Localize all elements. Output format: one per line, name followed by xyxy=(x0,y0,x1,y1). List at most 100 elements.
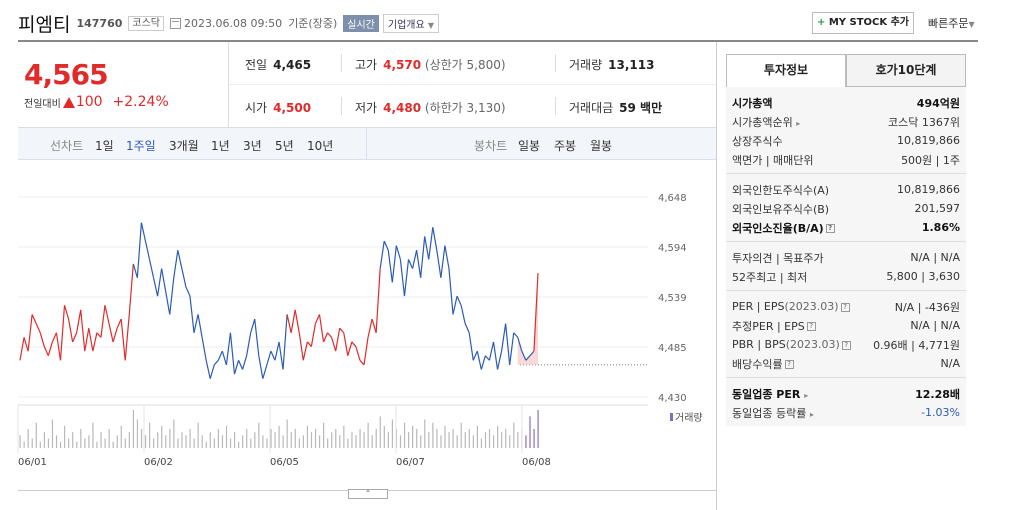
calendar-icon xyxy=(170,17,181,29)
sector-change-label: 동일업종 등락률 xyxy=(732,406,807,420)
volume-bar xyxy=(314,429,317,448)
help-icon[interactable]: ? xyxy=(840,302,850,312)
price-segment xyxy=(411,250,418,269)
amount-label: 거래대금 xyxy=(569,101,614,115)
volume-bar xyxy=(27,429,29,448)
chevron-right-icon: ▸ xyxy=(796,118,801,128)
volume-bar xyxy=(55,435,58,448)
market-badge: 코스닥 xyxy=(128,15,164,31)
price-segment xyxy=(169,277,175,315)
period-5y[interactable]: 5년 xyxy=(275,139,294,153)
volume-bar xyxy=(339,435,341,448)
help-icon[interactable]: ? xyxy=(806,322,816,331)
tab-orderbook[interactable]: 호가10단계 xyxy=(846,54,966,87)
change-label: 전일대비 xyxy=(24,98,61,110)
add-mystock-button[interactable]: + MY STOCK 추가 xyxy=(812,12,914,34)
price-segment xyxy=(201,337,207,361)
volume-bar xyxy=(448,432,450,448)
volume-bar xyxy=(274,432,276,448)
amount-value: 59 백만 xyxy=(619,101,663,115)
plus-icon: + xyxy=(816,17,826,28)
change-percent: +2.24% xyxy=(112,94,169,110)
period-10y[interactable]: 10년 xyxy=(307,139,334,153)
volume-bar xyxy=(258,422,260,448)
per-label: PER | EPS xyxy=(732,300,785,313)
sector-change-value: -1.03% xyxy=(921,406,960,419)
price-segment xyxy=(209,364,215,379)
period-3m[interactable]: 3개월 xyxy=(169,139,199,153)
sector-per-link[interactable]: 동일업종 PER ▸ xyxy=(732,386,808,402)
div-label: 배당수익률 xyxy=(732,357,783,371)
sector-change-link[interactable]: 동일업종 등락률 ▸ xyxy=(732,405,814,421)
volume-bar xyxy=(403,422,406,448)
panel-divider xyxy=(716,42,717,510)
volume-bar xyxy=(509,435,511,448)
volume-bar xyxy=(278,425,280,448)
volume-bar xyxy=(92,422,94,448)
price-change: 전일대비 100 +2.24% xyxy=(24,94,169,110)
volume-bar xyxy=(96,441,98,448)
tab-investment-info[interactable]: 투자정보 xyxy=(726,54,846,87)
volume-bar xyxy=(306,425,309,448)
price-segment xyxy=(55,332,62,361)
price-segment xyxy=(51,332,57,343)
price-segment xyxy=(294,309,300,333)
volume-bar xyxy=(169,429,171,448)
candle-daily[interactable]: 일봉 xyxy=(518,139,541,153)
volume-bar xyxy=(136,419,139,448)
period-1d[interactable]: 1일 xyxy=(95,139,114,153)
price-segment xyxy=(492,341,499,370)
volume-bar xyxy=(363,432,365,448)
opinion-label: 투자의견 | 목표주가 xyxy=(732,251,824,265)
volume-bar xyxy=(472,435,474,448)
y-tick-label: 4,594 xyxy=(658,243,687,254)
volume-label: 거래량 xyxy=(569,58,603,72)
price-segment xyxy=(456,295,462,306)
volume-bar xyxy=(173,419,175,448)
par-value: 500원 | 1주 xyxy=(901,153,960,167)
volume-bar xyxy=(197,422,199,448)
eper-label: 추정PER | EPS xyxy=(732,319,805,333)
candle-monthly[interactable]: 월봉 xyxy=(590,139,613,153)
market-cap-rank-label[interactable]: 시가총액순위 ▸ xyxy=(732,114,800,130)
y-tick-label: 4,539 xyxy=(658,293,687,304)
help-icon[interactable]: ? xyxy=(841,340,851,350)
help-icon[interactable]: ? xyxy=(784,360,794,369)
volume-bar xyxy=(262,435,264,448)
volume-bar xyxy=(120,425,122,448)
period-1y[interactable]: 1년 xyxy=(211,139,230,153)
price-segment xyxy=(444,245,450,269)
price-segment xyxy=(452,295,458,315)
collapse-chart-button[interactable]: ⌃ xyxy=(348,489,388,499)
foreign-hold-value: 201,597 xyxy=(914,202,961,215)
price-segment xyxy=(225,332,232,365)
volume-bar xyxy=(318,435,321,448)
company-info-dropdown[interactable]: 기업개요 ▼ xyxy=(382,13,440,33)
period-1w[interactable]: 1주일 xyxy=(126,139,156,153)
divider xyxy=(555,97,556,115)
volume-bar xyxy=(217,429,219,448)
volume-bar xyxy=(181,432,183,448)
foreign-ratio-value: 1.86% xyxy=(921,221,960,234)
help-icon[interactable]: ? xyxy=(825,224,835,233)
price-segment xyxy=(335,328,341,352)
period-3y[interactable]: 3년 xyxy=(243,139,262,153)
volume-bar xyxy=(408,432,410,448)
open-label: 시가 xyxy=(245,101,268,115)
quick-order-dropdown[interactable]: 빠른주문▼ xyxy=(928,15,975,31)
market-cap-value: 494억원 xyxy=(916,96,960,110)
realtime-button[interactable]: 실시간 xyxy=(343,14,379,32)
price-segment xyxy=(19,337,25,361)
volume-bar xyxy=(149,422,151,448)
volume-bar xyxy=(84,438,86,448)
divider xyxy=(341,97,342,115)
price-summary: 4,565 전일대비 100 +2.24% xyxy=(18,42,228,128)
volume-bar xyxy=(31,438,33,448)
volume-bar xyxy=(23,441,25,448)
price-chart[interactable]: 4,648 4,594 4,539 4,485 4,430 거래량 06/01 06/02 06… xyxy=(0,160,716,500)
info-row: 동일업종 PER ▸ 12.28배 xyxy=(732,384,960,403)
price-segment xyxy=(347,341,353,356)
volume-bar xyxy=(80,429,82,448)
price-segment xyxy=(177,250,183,269)
candle-weekly[interactable]: 주봉 xyxy=(554,139,577,153)
